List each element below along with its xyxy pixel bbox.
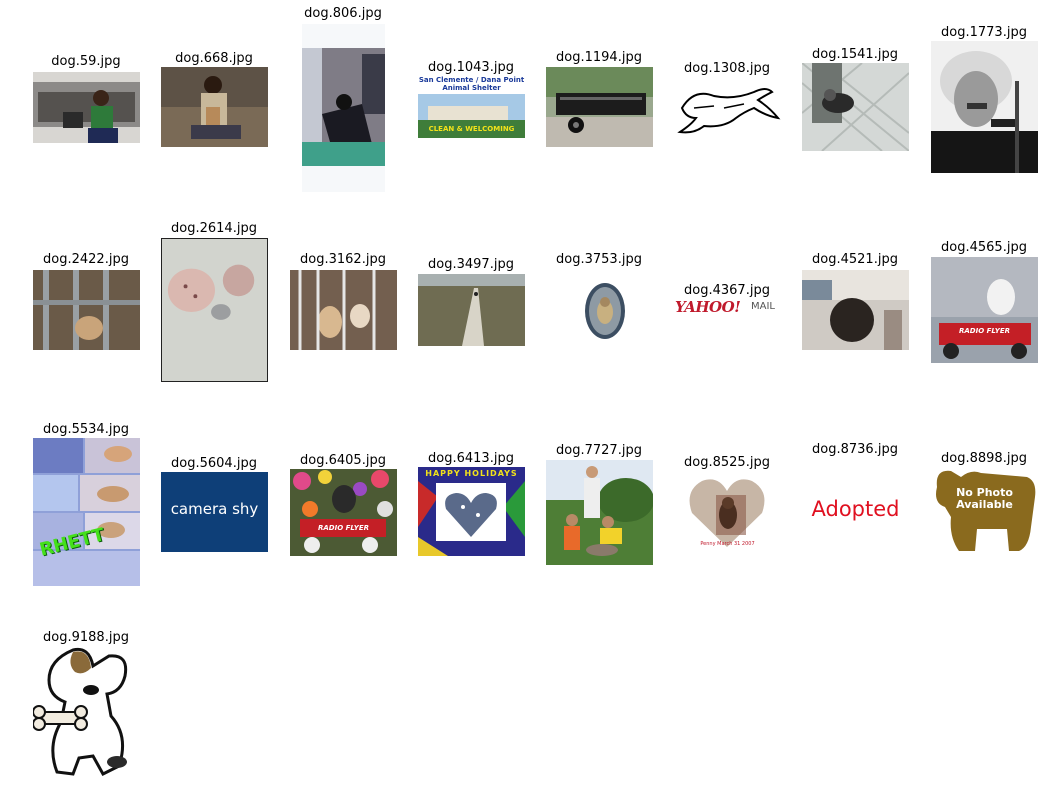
- thumbnail-caption: dog.6413.jpg: [428, 451, 514, 466]
- wagon-text: RADIO FLYER: [317, 524, 369, 532]
- thumbnail-caption: dog.1541.jpg: [812, 47, 898, 62]
- thumbnail-caption: dog.806.jpg: [304, 6, 382, 21]
- thumbnail-image: RADIO FLYER: [931, 257, 1038, 363]
- thumbnail-caption: dog.2422.jpg: [43, 252, 129, 267]
- thumbnail-caption: dog.3753.jpg: [556, 252, 642, 267]
- thumbnail-caption: dog.8525.jpg: [684, 455, 770, 470]
- thumbnail-caption: dog.9188.jpg: [43, 630, 129, 645]
- logo-text: MAIL: [751, 301, 775, 312]
- placeholder-text: Available: [956, 498, 1013, 511]
- thumbnail-caption: dog.6405.jpg: [300, 453, 386, 468]
- card-text: HAPPY HOLIDAYS: [425, 469, 518, 478]
- thumbnail-image: [802, 270, 909, 350]
- thumbnail-image: Penny March 31 2007: [686, 475, 769, 551]
- thumbnail-caption: dog.1773.jpg: [941, 25, 1027, 40]
- sign-text: CLEAN & WELCOMING: [428, 125, 515, 133]
- thumbnail-caption: dog.668.jpg: [175, 51, 253, 66]
- thumbnail-caption: dog.1043.jpg: [428, 60, 514, 75]
- thumbnail-caption: dog.3162.jpg: [300, 252, 386, 267]
- sign-text: San Clemente / Dana Point: [418, 76, 525, 84]
- thumbnail-caption: dog.5604.jpg: [171, 456, 257, 471]
- thumbnail-caption: dog.1194.jpg: [556, 50, 642, 65]
- thumbnail-caption: dog.4565.jpg: [941, 240, 1027, 255]
- sign-text: Animal Shelter: [442, 84, 501, 92]
- thumbnail-image: San Clemente / Dana Point Animal Shelter…: [418, 76, 525, 138]
- thumbnail-caption: dog.3497.jpg: [428, 257, 514, 272]
- thumbnail-image: [418, 274, 525, 346]
- thumbnail-image: HAPPY HOLIDAYS: [418, 467, 525, 556]
- thumbnail-image: [802, 63, 909, 151]
- thumbnail-image: [546, 67, 653, 147]
- thumbnail-image: [161, 238, 268, 382]
- thumbnail-image: [674, 78, 781, 136]
- thumbnail-image: [584, 282, 626, 340]
- thumbnail-caption: dog.1308.jpg: [684, 61, 770, 76]
- thumbnail-caption: dog.4367.jpg: [684, 283, 770, 298]
- thumbnail-image: [931, 41, 1038, 173]
- thumbnail-image: No Photo Available: [931, 467, 1038, 556]
- thumbnail-caption: dog.5534.jpg: [43, 422, 129, 437]
- thumbnail-image: RADIO FLYER: [290, 469, 397, 556]
- thumbnail-caption: dog.2614.jpg: [171, 221, 257, 236]
- placeholder-text: camera shy: [170, 500, 259, 518]
- heart-caption-text: Penny March 31 2007: [700, 541, 755, 547]
- thumbnail-caption: dog.8898.jpg: [941, 451, 1027, 466]
- placeholder-text: No Photo: [956, 486, 1013, 499]
- logo-text: YAHOO!: [675, 298, 741, 316]
- thumbnail-image: [33, 646, 140, 781]
- thumbnail-caption: dog.8736.jpg: [812, 442, 898, 457]
- thumbnail-image: [302, 24, 385, 192]
- thumbnail-image: [546, 460, 653, 565]
- thumbnail-image: [33, 270, 140, 350]
- thumbnail-image: YAHOO! MAIL: [674, 298, 781, 318]
- thumbnail-caption: dog.4521.jpg: [812, 252, 898, 267]
- thumbnail-image: [33, 72, 140, 143]
- thumbnail-image: [290, 270, 397, 350]
- wagon-text: RADIO FLYER: [958, 327, 1010, 335]
- thumbnail-caption: dog.7727.jpg: [556, 443, 642, 458]
- adopted-text: Adopted: [811, 497, 900, 521]
- thumbnail-image: camera shy: [161, 472, 268, 552]
- thumbnail-image: RHETT: [33, 438, 140, 586]
- thumbnail-image: [161, 67, 268, 147]
- thumbnail-caption: dog.59.jpg: [51, 54, 121, 69]
- thumbnail-image: Adopted: [802, 495, 909, 525]
